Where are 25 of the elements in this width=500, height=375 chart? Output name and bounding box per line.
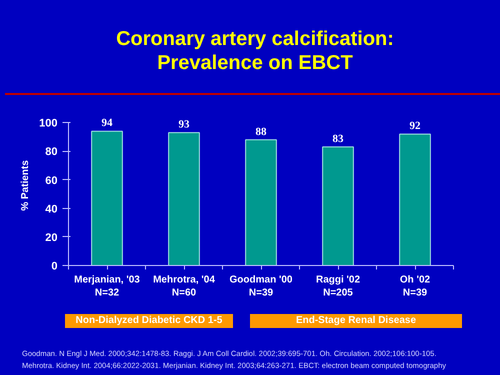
bar	[399, 134, 431, 266]
y-tick-label: 20	[45, 232, 58, 244]
y-tick-label: 80	[45, 146, 58, 158]
bar	[245, 139, 277, 266]
data-label: 88	[256, 126, 267, 138]
chart-title: Coronary artery calcification: Prevalence on EBCT	[116, 27, 394, 75]
data-label: 93	[178, 118, 190, 131]
data-label: 83	[332, 132, 344, 145]
y-axis-title: % Patients	[20, 160, 32, 211]
x-tick-label: Raggi '02 N=205	[316, 274, 360, 299]
bar	[91, 130, 123, 266]
x-tick-label: Oh '02 N=39	[400, 274, 431, 299]
data-label: 92	[410, 120, 421, 132]
x-tick-label: Mehrotra, '04 N=60	[153, 274, 216, 299]
x-tick-label: Goodman '00 N=39	[230, 274, 293, 299]
data-label: 94	[102, 117, 113, 130]
y-tick-label: 40	[45, 203, 58, 216]
y-tick-label: 0	[51, 260, 58, 272]
text: End-Stage Renal Disease	[250, 314, 462, 328]
x-tick-label: Merjanian, '03 N=32	[74, 274, 140, 299]
text: Non-Dialyzed Diabetic CKD 1-5	[65, 314, 233, 328]
y-tick-label: 100	[39, 118, 58, 130]
y-tick-label: 60	[45, 174, 58, 187]
bar	[168, 132, 200, 266]
bar	[322, 146, 354, 266]
